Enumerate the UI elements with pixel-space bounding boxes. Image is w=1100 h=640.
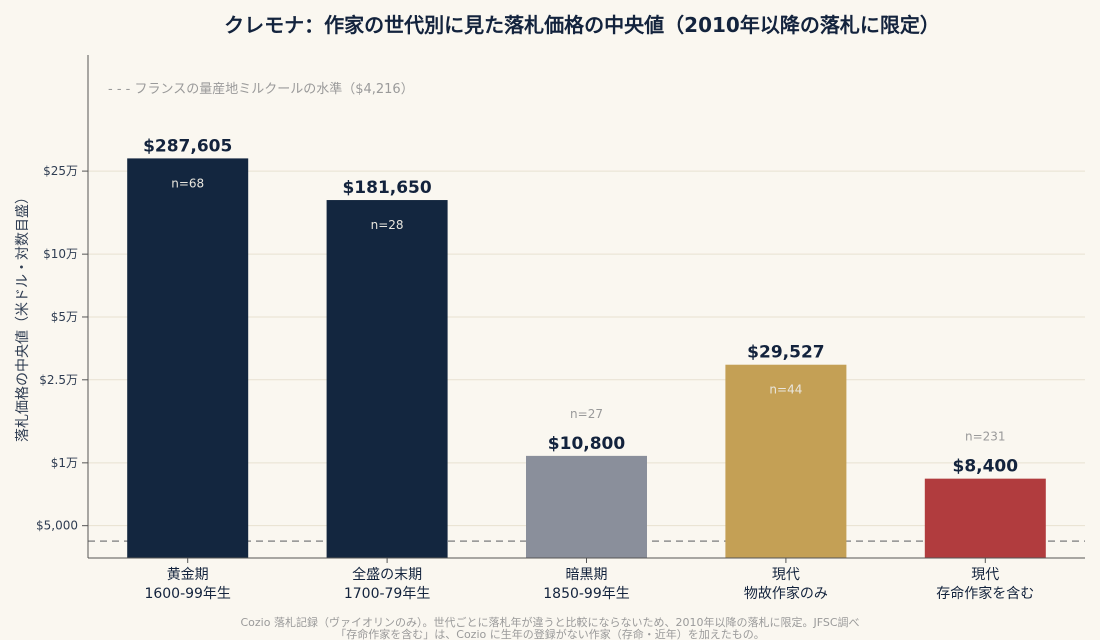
value-label: $287,605 bbox=[143, 136, 232, 156]
n-label: n=231 bbox=[965, 430, 1006, 444]
n-label: n=28 bbox=[371, 218, 404, 232]
value-label: $181,650 bbox=[342, 178, 431, 198]
x-tick-label: 暗黒期 bbox=[566, 567, 608, 583]
x-tick-label: 存命作家を含む bbox=[936, 585, 1034, 602]
x-tick-label: 全盛の末期 bbox=[352, 566, 422, 583]
y-tick-label: $1万 bbox=[51, 456, 78, 470]
y-tick-label: $5万 bbox=[51, 310, 78, 324]
bars: $287,605 n=68 $181,650 n=28 $10,800 n=27 $29,5… bbox=[127, 136, 1046, 558]
bar bbox=[326, 200, 448, 558]
y-tick-label: $5,000 bbox=[36, 519, 78, 533]
bar bbox=[725, 364, 847, 558]
value-label: $10,800 bbox=[548, 434, 626, 454]
source-note-2: 「存命作家を含む」は、Cozio に生年の登録がない作家（存命・近年）を加えたも… bbox=[335, 627, 764, 640]
value-label: $29,527 bbox=[747, 343, 824, 363]
x-tick-label: 現代 bbox=[971, 567, 999, 583]
bar bbox=[526, 455, 647, 558]
n-label: n=44 bbox=[769, 383, 802, 397]
x-tick-label: 1700-79年生 bbox=[344, 586, 431, 602]
chart-title: クレモナ：作家の世代別に見た落札価格の中央値（2010年以降の落札に限定） bbox=[224, 13, 940, 37]
source-note-1: Cozio 落札記録（ヴァイオリンのみ）。世代ごとに落札年が違うと比較にならない… bbox=[241, 615, 860, 629]
gridlines bbox=[88, 170, 1085, 527]
x-tick-label: 1600-99年生 bbox=[144, 586, 231, 602]
y-tick-label: $10万 bbox=[43, 247, 78, 261]
x-tick-label: 1850-99年生 bbox=[543, 586, 630, 602]
y-axis-label: 落札価格の中央値（米ドル・対数目盛） bbox=[15, 190, 31, 442]
value-label: $8,400 bbox=[952, 457, 1018, 477]
reference-line-label: - - - フランスの量産地ミルクールの水準（$4,216） bbox=[108, 81, 414, 97]
n-label: n=27 bbox=[570, 407, 603, 421]
n-label: n=68 bbox=[171, 176, 204, 190]
x-tick-label: 物故作家のみ bbox=[744, 585, 828, 602]
y-tick-label: $2.5万 bbox=[39, 373, 78, 387]
y-tick-label: $25万 bbox=[43, 164, 78, 178]
x-tick-label: 現代 bbox=[772, 567, 800, 583]
bar bbox=[924, 478, 1046, 558]
bar bbox=[127, 158, 249, 558]
x-tick-label: 黄金期 bbox=[167, 566, 209, 583]
